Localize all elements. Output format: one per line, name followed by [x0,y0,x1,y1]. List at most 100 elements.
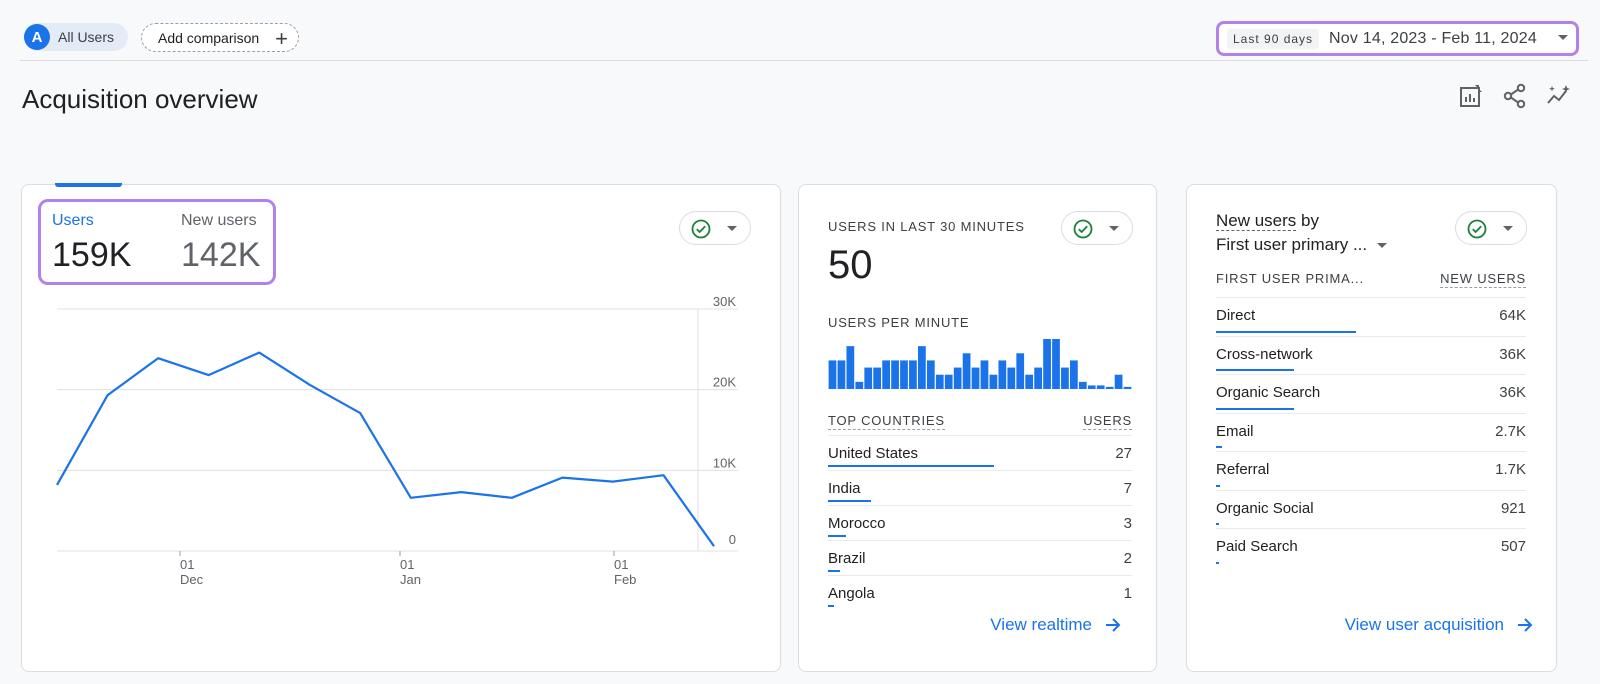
row-value: 3 [1123,515,1132,532]
users-per-minute-bar [1123,386,1132,389]
row-share-bar [828,570,841,572]
x-tick-day: 01 [614,557,628,572]
dimension-dropdown[interactable]: First user primary ... [1216,235,1388,255]
card-status-dropdown[interactable] [1061,211,1133,245]
users-per-minute-bar [971,367,980,389]
date-range-picker[interactable]: Last 90 days Nov 14, 2023 - Feb 11, 2024 [1216,21,1579,56]
table-row[interactable]: Referral 1.7K [1216,451,1526,490]
users-per-minute-bar [1016,353,1025,389]
column-header-users[interactable]: USERS [1083,413,1132,430]
share-icon[interactable] [1502,83,1528,109]
table-row[interactable]: Cross-network 36K [1216,335,1526,375]
table-row[interactable]: Angola 1 [828,575,1132,610]
row-value: 507 [1500,538,1526,555]
metric-tabs: Users 159K New users 142K [38,199,276,285]
row-value: 1 [1123,585,1132,602]
add-comparison-button[interactable]: Add comparison + [141,23,299,52]
users-per-minute-bar [935,374,944,389]
arrow-right-icon [1518,618,1533,632]
column-header-country[interactable]: TOP COUNTRIES [828,413,945,430]
users-per-minute-bar [1087,385,1096,389]
dropdown-caret-icon [727,226,737,231]
countries-table-header: TOP COUNTRIES USERS [828,413,1132,430]
users-per-minute-bar [962,353,971,389]
dimension-label: First user primary ... [1216,235,1368,254]
table-row[interactable]: Morocco 3 [828,505,1132,540]
table-row[interactable]: Paid Search 507 [1216,528,1526,567]
new-users-metric-label[interactable]: New users [1216,211,1297,231]
view-user-acquisition-label: View user acquisition [1344,615,1504,634]
check-circle-icon [1467,219,1487,239]
table-row[interactable]: United States 27 [828,435,1132,470]
row-value: 7 [1123,480,1132,497]
metric-tab-users[interactable]: Users 159K [52,212,131,275]
segment-chip[interactable]: A All Users [24,23,129,51]
column-header-new-users[interactable]: NEW USERS [1440,271,1526,288]
row-label: Referral [1216,461,1270,478]
row-share-bar [828,465,994,467]
realtime-title: USERS IN LAST 30 MINUTES [828,219,1025,234]
table-row[interactable]: Brazil 2 [828,540,1132,575]
report-toolbar [1458,83,1572,109]
row-share-bar [1216,484,1220,487]
users-per-minute-bar [837,360,846,389]
active-tab-indicator [55,183,122,187]
date-preset-label: Last 90 days [1227,28,1320,49]
users-per-minute-bar [864,367,873,389]
row-label: Cross-network [1216,345,1313,363]
view-realtime-link[interactable]: View realtime [990,615,1122,635]
plus-icon: + [275,26,288,51]
x-tick-month: Jan [400,572,421,587]
row-label: Organic Search [1216,384,1321,401]
row-value: 36K [1499,384,1526,401]
row-label: United States [828,445,919,462]
column-header-channel[interactable]: FIRST USER PRIMA... [1216,271,1364,286]
x-tick-day: 01 [400,557,414,572]
users-per-minute-bar [882,360,890,389]
y-tick-label: 20K [713,375,736,390]
y-tick-label: 0 [729,532,736,547]
table-row[interactable]: Organic Search 36K [1216,374,1526,413]
row-value: 2 [1123,550,1132,567]
x-tick-month: Dec [180,572,204,587]
row-value: 64K [1499,307,1526,324]
row-label: Email [1216,422,1254,440]
metric-tab-new-users[interactable]: New users 142K [181,212,260,275]
table-row[interactable]: Direct 64K [1216,297,1526,336]
users-per-minute-bar [900,360,908,389]
users-per-minute-bar [926,360,935,389]
users-series-line [56,351,715,547]
row-value: 36K [1499,345,1526,363]
users-per-minute-bar [873,367,882,389]
users-per-minute-bar [980,360,989,389]
arrow-right-icon [1106,618,1121,632]
channels-table-header: FIRST USER PRIMA... NEW USERS [1216,271,1526,288]
table-row[interactable]: India 7 [828,470,1132,505]
row-label: Paid Search [1216,538,1298,555]
users-per-minute-bar [1007,367,1016,389]
users-per-minute-bar [918,346,926,389]
users-per-minute-bar [1052,339,1060,389]
view-user-acquisition-link[interactable]: View user acquisition [1345,615,1534,635]
x-tick-month: Feb [614,572,636,587]
users-per-minute-bar [1078,381,1087,389]
users-per-minute-bar [1043,339,1051,389]
row-label: Direct [1216,307,1256,324]
realtime-card: USERS IN LAST 30 MINUTES 50 USERS PER MI… [798,184,1157,672]
row-value: 27 [1115,445,1132,462]
row-value: 921 [1500,499,1526,517]
table-row[interactable]: Organic Social 921 [1216,489,1526,529]
channels-table: Direct 64K Cross-network 36K Organic Search 3… [1216,297,1526,567]
row-label: Morocco [828,515,886,532]
users-per-minute-bar [1025,374,1034,389]
table-row[interactable]: Email 2.7K [1216,412,1526,452]
customize-report-icon[interactable] [1458,83,1484,109]
y-tick-label: 30K [713,295,736,309]
insights-icon[interactable] [1546,83,1572,109]
dropdown-caret-icon [1503,226,1513,231]
card-status-dropdown[interactable] [1455,211,1527,245]
card-status-dropdown[interactable] [679,211,751,245]
users-per-minute-bar [1061,367,1069,389]
row-share-bar [1216,561,1219,564]
row-value: 2.7K [1495,422,1526,440]
